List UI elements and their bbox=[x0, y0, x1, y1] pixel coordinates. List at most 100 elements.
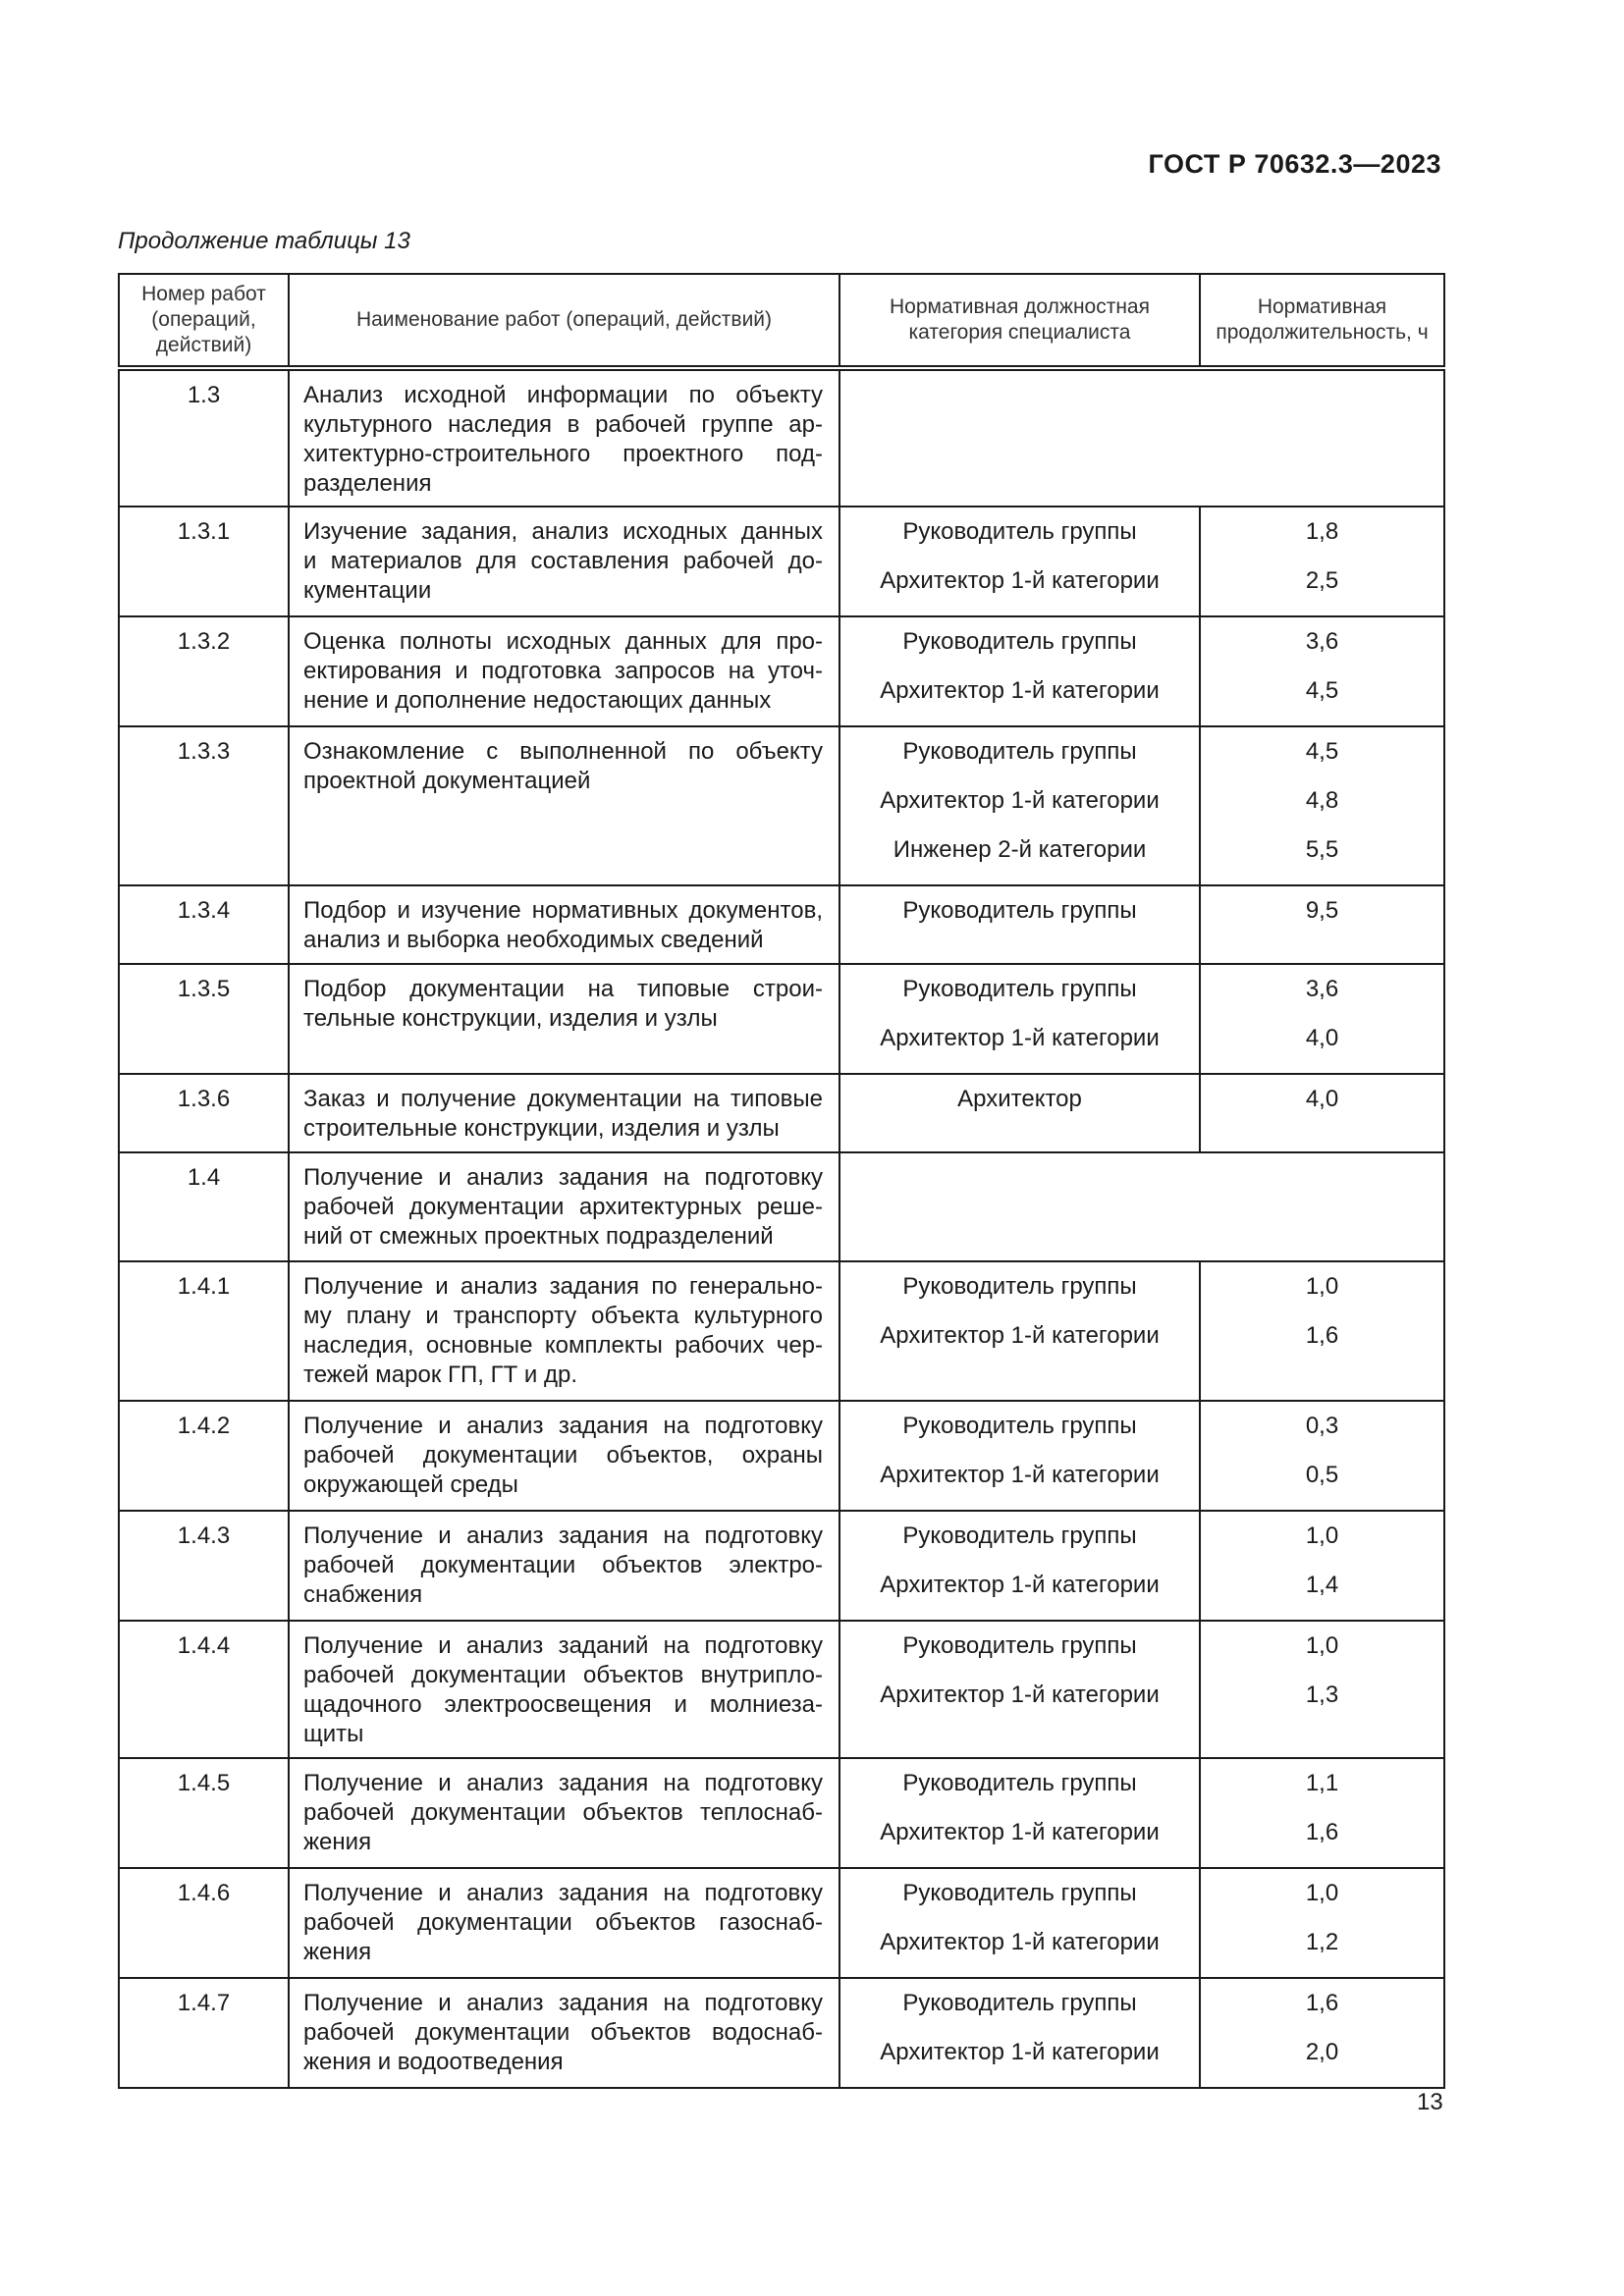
duration-value: 2,0 bbox=[1305, 2039, 1339, 2065]
specialist-category: Руководитель группы Архитектор 1-й катего… bbox=[839, 1620, 1201, 1759]
specialist-category: Руководитель группы Архитектор 1-й катего… bbox=[839, 1757, 1201, 1869]
duration-value: 4,5 bbox=[1305, 677, 1339, 704]
duration-value: 1,2 bbox=[1305, 1929, 1339, 1955]
table-row: 1.4.7 Получение и анализ задания на подго… bbox=[118, 1977, 1445, 2089]
table-row: 1.4.3 Получение и анализ задания на подго… bbox=[118, 1510, 1445, 1622]
category-line: Архитектор 1-й категории bbox=[880, 1462, 1160, 1488]
work-number: 1.3.4 bbox=[118, 884, 290, 965]
duration-hours: 4,5 4,8 5,5 bbox=[1199, 725, 1445, 886]
category-line: Архитектор bbox=[957, 1086, 1082, 1112]
specialist-category: Руководитель группы Архитектор 1-й катего… bbox=[839, 1260, 1201, 1402]
work-name-line: Получение и анализ задания на подготовку bbox=[303, 1522, 823, 1549]
work-name-line: Получение и анализ задания на подготовку bbox=[303, 1164, 823, 1191]
work-name: Получение и анализ задания на подготовку… bbox=[288, 1977, 840, 2089]
work-name-line: рабочей документации объектов внутрипло- bbox=[303, 1662, 823, 1688]
duration-value: 1,0 bbox=[1305, 1273, 1339, 1300]
category-line: Архитектор 1-й категории bbox=[880, 1819, 1160, 1845]
duration-value: 9,5 bbox=[1305, 897, 1339, 924]
category-line: Архитектор 1-й категории bbox=[880, 1682, 1160, 1708]
table-row: 1.4 Получение и анализ задания на подгото… bbox=[118, 1151, 1445, 1262]
work-name-line: тежей марок ГП, ГТ и др. bbox=[303, 1362, 577, 1388]
table-row: 1.3.6 Заказ и получение документации на т… bbox=[118, 1073, 1445, 1153]
category-line: Архитектор 1-й категории bbox=[880, 677, 1160, 704]
work-number: 1.3.5 bbox=[118, 963, 290, 1075]
duration-value: 0,3 bbox=[1305, 1413, 1339, 1439]
work-number: 1.4.3 bbox=[118, 1510, 290, 1622]
work-name: Получение и анализ задания по генерально… bbox=[288, 1260, 840, 1402]
work-name-line: щадочного электроосвещения и молниеза- bbox=[303, 1691, 823, 1718]
duration-hours: 4,0 bbox=[1199, 1073, 1445, 1153]
work-name-line: рабочей документации архитектурных реше- bbox=[303, 1194, 823, 1220]
work-name-line: жения bbox=[303, 1829, 372, 1855]
work-name-line: Оценка полноты исходных данных для про- bbox=[303, 628, 823, 655]
specialist-category: Руководитель группы Архитектор 1-й катего… bbox=[839, 1977, 1201, 2089]
category-line: Архитектор 1-й категории bbox=[880, 1572, 1160, 1598]
work-name: Заказ и получение документации на типовы… bbox=[288, 1073, 840, 1153]
category-line: Руководитель группы bbox=[902, 518, 1137, 545]
work-name: Получение и анализ задания на подготовку… bbox=[288, 1510, 840, 1622]
empty-merged-cell bbox=[839, 367, 1445, 507]
work-name: Получение и анализ задания на подготовку… bbox=[288, 1867, 840, 1979]
duration-value: 4,5 bbox=[1305, 738, 1339, 765]
duration-value: 1,0 bbox=[1305, 1632, 1339, 1659]
specialist-category: Руководитель группы Архитектор 1-й катего… bbox=[839, 725, 1201, 886]
category-line: Руководитель группы bbox=[902, 628, 1137, 655]
table-row: 1.4.6 Получение и анализ задания на подго… bbox=[118, 1867, 1445, 1979]
work-name-line: Подбор и изучение нормативных документов… bbox=[303, 897, 823, 924]
table-row: 1.4.1 Получение и анализ задания по генер… bbox=[118, 1260, 1445, 1402]
specialist-category: Руководитель группы Архитектор 1-й катего… bbox=[839, 1400, 1201, 1512]
specialist-category: Руководитель группы Архитектор 1-й катего… bbox=[839, 1867, 1201, 1979]
category-line: Руководитель группы bbox=[902, 1990, 1137, 2016]
work-number: 1.3 bbox=[118, 367, 290, 507]
category-line: Архитектор 1-й категории bbox=[880, 1025, 1160, 1051]
work-name-line: рабочей документации объектов теплоснаб- bbox=[303, 1799, 823, 1826]
duration-hours: 3,6 4,5 bbox=[1199, 615, 1445, 727]
duration-value: 1,8 bbox=[1305, 518, 1339, 545]
work-name-line: щиты bbox=[303, 1721, 364, 1747]
specialist-category: Руководитель группы Архитектор 1-й катего… bbox=[839, 615, 1201, 727]
table-row: 1.4.4 Получение и анализ заданий на подго… bbox=[118, 1620, 1445, 1759]
work-name-line: и материалов для составления рабочей до- bbox=[303, 548, 823, 574]
duration-hours: 1,0 1,6 bbox=[1199, 1260, 1445, 1402]
work-number: 1.3.3 bbox=[118, 725, 290, 886]
work-name-line: Получение и анализ заданий на подготовку bbox=[303, 1632, 823, 1659]
work-name: Изучение задания, анализ исходных данных… bbox=[288, 506, 840, 617]
work-name-line: тельные конструкции, изделия и узлы bbox=[303, 1005, 718, 1032]
specialist-category: Архитектор bbox=[839, 1073, 1201, 1153]
work-name-line: рабочей документации объектов электро- bbox=[303, 1552, 823, 1578]
work-name: Ознакомление с выполненной по объекту про… bbox=[288, 725, 840, 886]
category-line: Руководитель группы bbox=[902, 976, 1137, 1002]
work-name-line: Получение и анализ задания на подготовку bbox=[303, 1990, 823, 2016]
col-header-name: Наименование работ (операций, действий) bbox=[288, 273, 840, 371]
table-row: 1.3.5 Подбор документации на типовые стро… bbox=[118, 963, 1445, 1075]
duration-hours: 1,0 1,4 bbox=[1199, 1510, 1445, 1622]
work-number: 1.4.1 bbox=[118, 1260, 290, 1402]
category-line: Архитектор 1-й категории bbox=[880, 1322, 1160, 1349]
col-header-duration: Нормативная продолжительность, ч bbox=[1199, 273, 1445, 371]
category-line: Архитектор 1-й категории bbox=[880, 567, 1160, 594]
empty-merged-cell bbox=[839, 1151, 1445, 1262]
work-name: Подбор и изучение нормативных документов… bbox=[288, 884, 840, 965]
table-row: 1.3.1 Изучение задания, анализ исходных д… bbox=[118, 506, 1445, 617]
work-number: 1.3.6 bbox=[118, 1073, 290, 1153]
work-name: Получение и анализ задания на подготовку… bbox=[288, 1757, 840, 1869]
duration-value: 4,0 bbox=[1305, 1086, 1339, 1112]
category-line: Руководитель группы bbox=[902, 1880, 1137, 1906]
work-name-line: Получение и анализ задания на подготовку bbox=[303, 1880, 823, 1906]
work-number: 1.3.1 bbox=[118, 506, 290, 617]
category-line: Руководитель группы bbox=[902, 1413, 1137, 1439]
duration-hours: 1,6 2,0 bbox=[1199, 1977, 1445, 2089]
work-name-line: Изучение задания, анализ исходных данных bbox=[303, 518, 823, 545]
category-line: Руководитель группы bbox=[902, 1522, 1137, 1549]
duration-hours: 1,1 1,6 bbox=[1199, 1757, 1445, 1869]
duration-value: 1,4 bbox=[1305, 1572, 1339, 1598]
work-number: 1.4.6 bbox=[118, 1867, 290, 1979]
work-name-line: наследия, основные комплекты рабочих чер… bbox=[303, 1332, 823, 1359]
work-name: Подбор документации на типовые строи-тел… bbox=[288, 963, 840, 1075]
col-header-category: Нормативная должностная категория специа… bbox=[839, 273, 1201, 371]
duration-value: 1,0 bbox=[1305, 1880, 1339, 1906]
standard-number: ГОСТ Р 70632.3—2023 bbox=[1148, 149, 1441, 179]
table-continuation-caption: Продолжение таблицы 13 bbox=[118, 228, 410, 254]
work-name: Получение и анализ задания на подготовку… bbox=[288, 1151, 840, 1262]
category-line: Архитектор 1-й категории bbox=[880, 1929, 1160, 1955]
